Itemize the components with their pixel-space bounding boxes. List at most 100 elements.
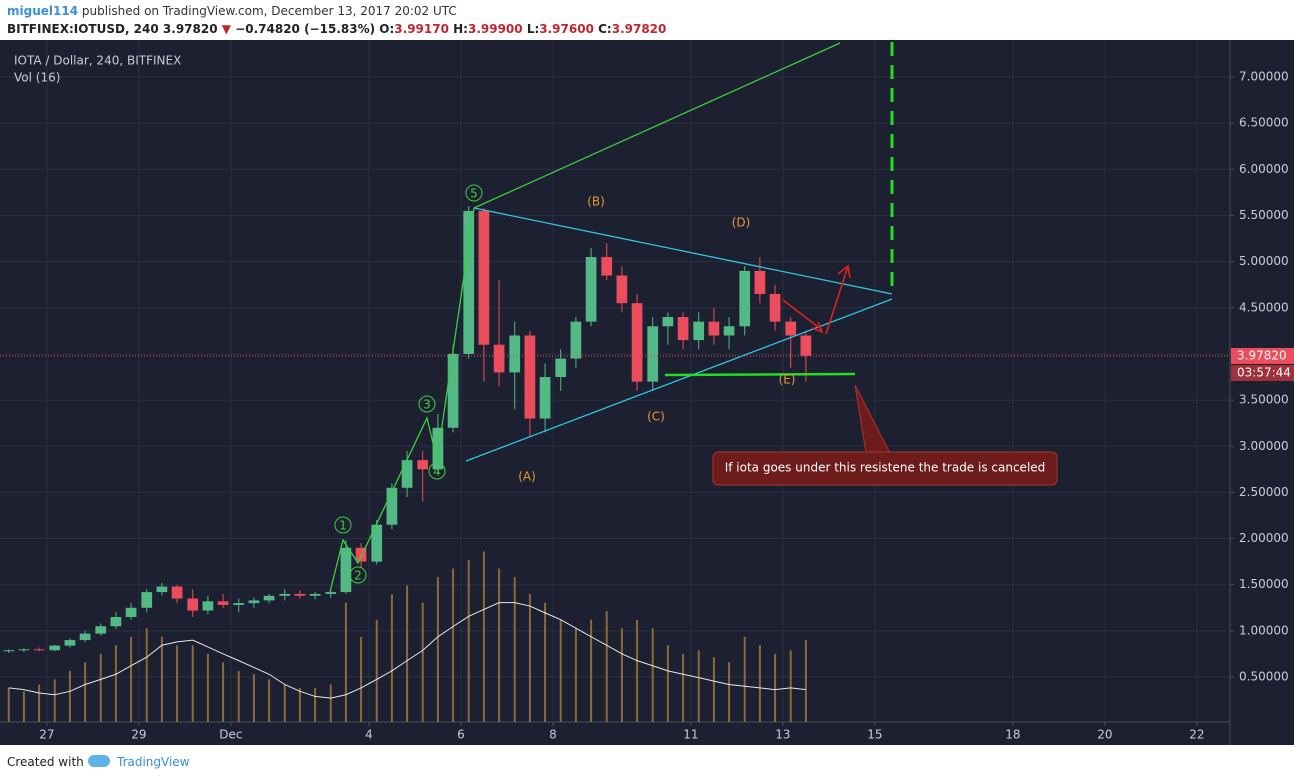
y-tick-label: 4.50000 <box>1239 300 1289 314</box>
volume-bar <box>513 577 516 722</box>
x-tick-label: 22 <box>1189 728 1204 742</box>
wave-label: 1 <box>339 519 347 533</box>
volume-bar <box>666 645 669 722</box>
volume-bar <box>68 670 71 722</box>
candle-body <box>340 547 352 593</box>
candle-body <box>79 633 91 641</box>
wave-label: 4 <box>433 465 441 479</box>
candle-body <box>601 257 613 276</box>
volume-bar <box>605 611 608 722</box>
candle-body <box>355 547 367 562</box>
y-tick-label: 5.00000 <box>1239 254 1289 268</box>
volume-bar <box>206 653 209 722</box>
x-tick-label: 29 <box>131 728 146 742</box>
candle-body <box>325 592 337 594</box>
volume-bar <box>176 645 179 722</box>
volume-bar <box>53 679 56 722</box>
x-tick-label: 18 <box>1005 728 1020 742</box>
brand[interactable]: TradingView <box>117 755 190 769</box>
y-tick-label: 0.50000 <box>1239 670 1289 684</box>
volume-bar <box>774 653 777 722</box>
volume-bar <box>160 636 163 722</box>
y-tick-label: 5.50000 <box>1239 208 1289 222</box>
ohlc-key: H: <box>453 22 468 36</box>
volume-bar <box>482 551 485 722</box>
tv-logo <box>88 755 110 767</box>
candle-body <box>33 649 45 651</box>
candle-body <box>616 275 628 304</box>
price-tag-label: 3.97820 <box>1237 348 1287 362</box>
callout: If iota goes under this resistene the tr… <box>712 384 1058 486</box>
volume-bar <box>743 636 746 722</box>
volume-bar <box>697 650 700 722</box>
y-tick-label: 1.00000 <box>1239 623 1289 637</box>
y-tick-label: 3.00000 <box>1239 439 1289 453</box>
y-tick-label: 3.50000 <box>1239 393 1289 407</box>
callout-box <box>712 451 1058 486</box>
ohlc: O:3.99170 H:3.99900 L:3.97600 C:3.97820 <box>379 22 666 36</box>
volume-bar <box>191 645 194 722</box>
quote-line: BITFINEX:IOTUSD, 240 3.97820 ▼ −0.74820 … <box>7 22 666 36</box>
candle-body <box>447 353 459 428</box>
candle-body <box>631 303 643 382</box>
ohlc-value: 3.97600 <box>539 22 594 36</box>
x-tick-label: 15 <box>867 728 882 742</box>
candle-body <box>723 326 735 336</box>
y-tick-label: 7.00000 <box>1239 70 1289 84</box>
wave-circle <box>349 566 367 584</box>
volume-bar <box>574 628 577 722</box>
down-arrow: ▼ <box>221 22 231 36</box>
volume-bar <box>130 636 133 722</box>
wave-circle <box>428 462 446 480</box>
candle-body <box>769 293 781 322</box>
volume-bar <box>375 619 378 722</box>
ohlc-value: 3.99900 <box>467 22 523 36</box>
volume-bar <box>298 687 301 722</box>
volume-bar <box>406 585 409 722</box>
arrow-head <box>811 321 824 334</box>
volume-bar <box>114 645 117 722</box>
candle-body <box>49 645 61 651</box>
candle-body <box>478 210 490 345</box>
y-tick-label: 6.50000 <box>1239 116 1289 130</box>
volume-bar <box>467 560 470 722</box>
correction-label: (E) <box>779 373 796 387</box>
candle-body <box>662 317 674 327</box>
change: −0.74820 (−15.83%) <box>235 22 376 36</box>
correction-label: (D) <box>732 216 751 230</box>
candle-body <box>493 344 505 373</box>
candle-body <box>187 598 199 611</box>
volume-legend: Vol (16) <box>14 71 60 85</box>
triangle-upper <box>473 207 893 295</box>
volume-bar <box>38 684 41 722</box>
volume-bar <box>651 628 654 722</box>
correction-label: (C) <box>647 410 665 424</box>
ohlc-value: 3.99170 <box>394 22 449 36</box>
candle-body <box>463 210 475 354</box>
countdown-tag <box>1231 364 1294 381</box>
candle-body <box>585 257 597 322</box>
candle-body <box>125 607 137 618</box>
candle-body <box>110 617 122 627</box>
axes: 0.50000 1.00000 1.50000 2.00000 2.50000 3.000… <box>0 70 1294 742</box>
candle-body <box>417 460 429 470</box>
candle-body <box>647 326 659 382</box>
ohlc-key: C: <box>598 22 612 36</box>
volume-ma <box>8 602 806 699</box>
y-tick-label: 6.00000 <box>1239 162 1289 176</box>
volume-bar <box>22 691 25 722</box>
candle-layer <box>3 206 812 654</box>
volume-bar <box>436 577 439 722</box>
volume-bar <box>590 619 593 722</box>
author[interactable]: miguel114 <box>7 4 79 18</box>
callout-text: If iota goes under this resistene the tr… <box>725 461 1046 475</box>
x-tick-label: 11 <box>683 728 698 742</box>
candle-body <box>524 335 536 419</box>
volume-bar <box>620 628 623 722</box>
wave-circle <box>334 516 352 534</box>
header: miguel114 published on TradingView.com, … <box>0 0 1294 40</box>
volume-bar <box>728 662 731 722</box>
candle-body <box>18 649 30 651</box>
volume-bar <box>804 640 807 722</box>
wave-labels: 1 2 3 4 5 (A) (B) (C) (D) (E) <box>334 184 796 584</box>
